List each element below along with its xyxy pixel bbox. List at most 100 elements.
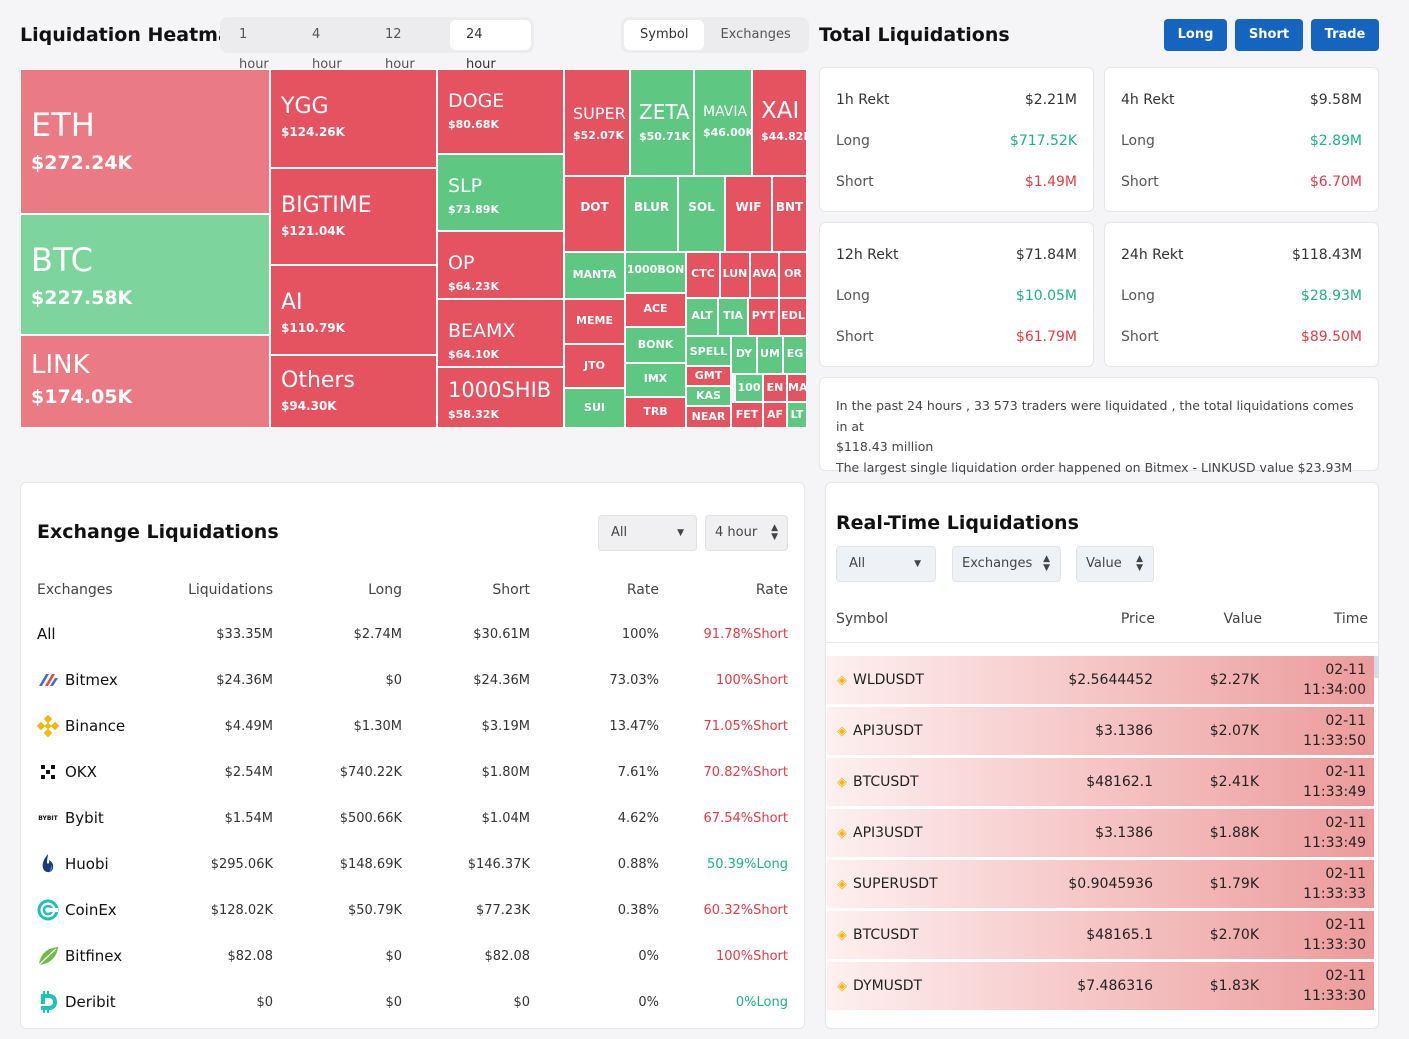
exchange-row[interactable]: Huobi $295.06K $148.69K $146.37K 0.88% 50.39%… xyxy=(37,841,788,887)
realtime-row[interactable]: ◈ SUPERUSDT $0.9045936 $1.79K 02-11 11:33:33 xyxy=(827,860,1374,909)
exchange-row[interactable]: Binance $4.49M $1.30M $3.19M 13.47% 71.05%Sho… xyxy=(37,703,788,749)
tile-jto[interactable]: JTO xyxy=(564,344,625,388)
exchange-row[interactable]: CoinEx $128.02K $50.79K $77.23K 0.38% 60.32%S… xyxy=(37,887,788,933)
tile-ctc[interactable]: CTC xyxy=(686,252,720,298)
tile-beamx[interactable]: BEAMX $64.10K xyxy=(437,299,564,367)
tile-ma[interactable]: MA xyxy=(787,374,807,402)
tile-zeta[interactable]: ZETA $50.71K xyxy=(630,69,694,176)
rekt-total: $71.84M xyxy=(1015,247,1077,263)
exchange-row[interactable]: All $33.35M $2.74M $30.61M 100% 91.78%Short xyxy=(37,611,788,657)
tile-mavia[interactable]: MAVIA $46.00K xyxy=(694,69,752,176)
rt-price: $2.5644452 xyxy=(1068,672,1153,688)
realtime-row[interactable]: ◈ BTCUSDT $48162.1 $2.41K 02-11 11:33:49 xyxy=(827,758,1374,807)
tile-gmt[interactable]: GMT xyxy=(686,366,731,386)
rt-price: $48162.1 xyxy=(1086,774,1153,790)
realtime-value-select[interactable]: Value ▲ ▼ xyxy=(1076,546,1154,582)
realtime-row[interactable]: ◈ API3USDT $3.1386 $2.07K 02-11 11:33:50 xyxy=(827,707,1374,756)
long-label: Long xyxy=(1121,133,1155,149)
tile-lt[interactable]: LT xyxy=(787,402,807,428)
realtime-filter-select[interactable]: All ▼ xyxy=(836,546,936,582)
exchange-side-rate: 100%Short xyxy=(715,948,788,964)
tile-blur[interactable]: BLUR xyxy=(625,176,678,252)
view-exchanges[interactable]: Exchanges xyxy=(720,27,791,42)
realtime-row[interactable]: ◈ WLDUSDT $2.5644452 $2.27K 02-11 11:34:00 xyxy=(827,656,1374,705)
tile-xai[interactable]: XAI $44.82K xyxy=(752,69,807,176)
tile-sui[interactable]: SUI xyxy=(564,388,625,428)
tile-link[interactable]: LINK $174.05K xyxy=(20,335,270,428)
tile-ace[interactable]: ACE xyxy=(625,293,686,327)
exchange-rate: 4.62% xyxy=(617,810,659,826)
tile-eth[interactable]: ETH $272.24K xyxy=(20,69,270,214)
binance-icon: ◈ xyxy=(837,774,847,790)
tile-um[interactable]: UM xyxy=(757,336,783,374)
total-liquidations-title: Total Liquidations xyxy=(819,24,1010,46)
range-1h[interactable]: 1 hour xyxy=(239,27,269,72)
realtime-row[interactable]: ◈ BTCUSDT $48165.1 $2.70K 02-11 11:33:30 xyxy=(827,911,1374,960)
caret-down-icon: ▼ xyxy=(677,528,684,538)
exchange-row[interactable]: OKX $2.54M $740.22K $1.80M 7.61% 70.82%Short xyxy=(37,749,788,795)
tile-others[interactable]: Others $94.30K xyxy=(270,355,437,428)
exchange-rate: 0.38% xyxy=(617,902,659,918)
tile-meme[interactable]: MEME xyxy=(564,299,625,344)
tile-bonk[interactable]: BONK xyxy=(625,327,686,363)
realtime-exchanges-select[interactable]: Exchanges ▲ ▼ xyxy=(952,546,1061,582)
tile-or[interactable]: OR xyxy=(779,252,807,298)
tile-doge[interactable]: DOGE $80.68K xyxy=(437,69,564,154)
tile-pyt[interactable]: PYT xyxy=(748,298,779,336)
exchange-row[interactable]: Bitmex $24.36M $0 $24.36M 73.03% 100%Short xyxy=(37,657,788,703)
range-24h[interactable]: 24 hour xyxy=(449,20,531,72)
tile-en[interactable]: EN xyxy=(763,374,787,402)
short-label: Short xyxy=(836,174,874,190)
tile-op[interactable]: OP $64.23K xyxy=(437,231,564,299)
tile-lun[interactable]: LUN xyxy=(720,252,750,298)
tile-1000bon[interactable]: 1000BON xyxy=(625,252,686,293)
tile-1000shib[interactable]: 1000SHIB $58.32K xyxy=(437,367,564,428)
exchange-row[interactable]: Deribit $0 $0 $0 0% 0%Long xyxy=(37,979,788,1025)
tile-ava[interactable]: AVA xyxy=(750,252,779,298)
tile-fet[interactable]: FET xyxy=(731,402,763,428)
tile-eg[interactable]: EG xyxy=(783,336,807,374)
tile-btc[interactable]: BTC $227.58K xyxy=(20,214,270,335)
tile-alt[interactable]: ALT xyxy=(686,298,718,336)
tile-imx[interactable]: IMX xyxy=(625,363,686,397)
tile-bigtime[interactable]: BIGTIME $121.04K xyxy=(270,168,437,265)
rt-scrollbar[interactable] xyxy=(1374,656,1379,678)
exchange-period-select[interactable]: 4 hour ▲ ▼ xyxy=(705,515,788,551)
binance-icon: ◈ xyxy=(837,927,847,943)
view-symbol[interactable]: Symbol xyxy=(624,20,705,50)
tile-ygg[interactable]: YGG $124.26K xyxy=(270,69,437,168)
tile-manta[interactable]: MANTA xyxy=(564,252,625,299)
tile-dy[interactable]: DY xyxy=(731,336,757,374)
tile-dot[interactable]: DOT xyxy=(564,176,625,252)
tile-near[interactable]: NEAR xyxy=(686,406,731,428)
long-button[interactable]: Long xyxy=(1164,19,1227,51)
tile-sol[interactable]: SOL xyxy=(678,176,725,252)
exchange-liquidations: $0 xyxy=(256,994,273,1010)
tile-super[interactable]: SUPER $52.07K xyxy=(564,69,630,176)
exchange-liquidations: $2.54M xyxy=(224,764,273,780)
tile-bnt[interactable]: BNT xyxy=(772,176,807,252)
tile-trb[interactable]: TRB xyxy=(625,397,686,428)
short-button[interactable]: Short xyxy=(1235,19,1303,51)
rt-value: $2.27K xyxy=(1209,672,1259,688)
tile-wif[interactable]: WIF xyxy=(725,176,772,252)
exchange-row[interactable]: Bitfinex $82.08 $0 $82.08 0% 100%Short xyxy=(37,933,788,979)
binance-icon xyxy=(37,715,59,737)
range-12h[interactable]: 12 hour xyxy=(384,27,415,72)
exchange-liquidations: $33.35M xyxy=(216,626,273,642)
tile-af[interactable]: AF xyxy=(763,402,787,428)
caret-down-icon: ▼ xyxy=(914,559,921,569)
tile-kas[interactable]: KAS xyxy=(686,386,731,406)
tile-tia[interactable]: TIA xyxy=(718,298,748,336)
exchange-filter-select[interactable]: All ▼ xyxy=(598,515,697,551)
realtime-row[interactable]: ◈ API3USDT $3.1386 $1.88K 02-11 11:33:49 xyxy=(827,809,1374,858)
tile-slp[interactable]: SLP $73.89K xyxy=(437,154,564,231)
tile-spell[interactable]: SPELL xyxy=(686,336,731,366)
tile-edl[interactable]: EDL xyxy=(779,298,807,336)
exchange-row[interactable]: BYBIT Bybit $1.54M $500.66K $1.04M 4.62% 67.54… xyxy=(37,795,788,841)
trade-button[interactable]: Trade xyxy=(1311,19,1379,51)
range-4h[interactable]: 4 hour xyxy=(311,27,342,72)
tile-ai[interactable]: AI $110.79K xyxy=(270,265,437,355)
tile-100[interactable]: 100 xyxy=(735,374,763,402)
realtime-row[interactable]: ◈ DYMUSDT $7.486316 $1.83K 02-11 11:33:30 xyxy=(827,962,1374,1011)
